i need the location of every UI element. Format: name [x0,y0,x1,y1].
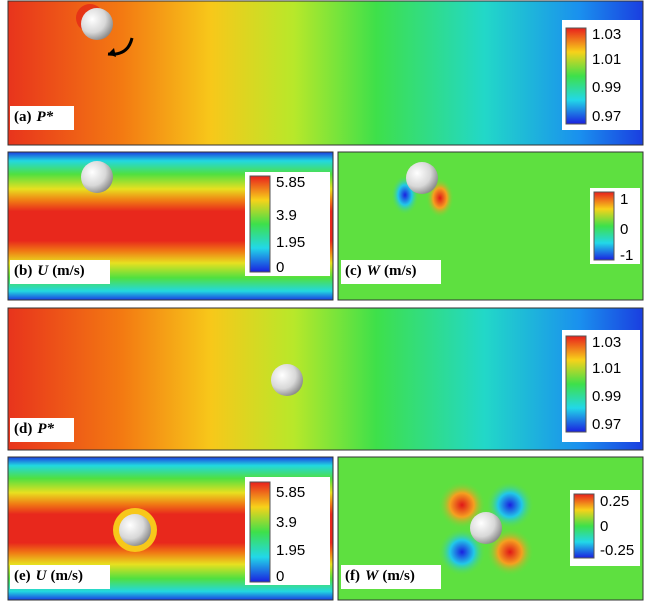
colorbar [250,482,270,582]
sphere [406,162,438,194]
sphere [119,514,151,546]
panel-unit: (m/s) [52,263,85,279]
colorbar-tick: 1.03 [592,26,621,43]
colorbar-tick: 3.9 [276,514,297,531]
colorbar-tick: 5.85 [276,484,305,501]
colorbar-tick: 1 [620,191,628,208]
colorbar-tick: 0 [600,518,608,535]
panel-symbol: U [36,568,48,584]
colorbar-tick: 0.25 [600,493,629,510]
panel-letter: (d) [14,421,32,437]
colorbar-tick: 0 [620,221,628,238]
sphere [81,161,113,193]
panel-letter: (a) [14,109,32,125]
colorbar-tick: -1 [620,247,633,264]
panel-unit: (m/s) [384,263,417,279]
colorbar [250,176,270,272]
colorbar [574,494,594,558]
panel-symbol: P* [37,421,54,437]
colorbar-tick: 1.03 [592,334,621,351]
panel-letter: (f) [345,568,360,584]
colorbar-tick: 5.85 [276,174,305,191]
colorbar-tick: 3.9 [276,207,297,224]
panel-letter: (e) [14,568,31,584]
colorbar-tick: 1.95 [276,542,305,559]
panel-letter: (c) [345,263,362,279]
sphere [271,364,303,396]
colorbar-tick: 0 [276,568,284,585]
colorbar-tick: 0.99 [592,79,621,96]
panel-symbol: U [37,263,49,279]
colorbar-tick: 0 [276,259,284,276]
colorbar [566,28,586,124]
panel-symbol: W [367,263,382,279]
colorbar [566,336,586,432]
panel-symbol: P* [37,109,54,125]
colorbar-tick: 1.95 [276,234,305,251]
colorbar-tick: 1.01 [592,360,621,377]
contour-field [8,308,643,450]
panel-letter: (b) [14,263,32,279]
colorbar-tick: -0.25 [600,542,634,559]
colorbar-tick: 1.01 [592,51,621,68]
colorbar-tick: 0.99 [592,388,621,405]
panel-symbol: W [365,568,380,584]
colorbar [594,192,614,260]
panel-unit: (m/s) [51,568,84,584]
figure: (a)P*1.031.010.990.97(b)U(m/s)5.853.91.9… [0,0,646,601]
colorbar-tick: 0.97 [592,416,621,433]
sphere [470,512,502,544]
panel-unit: (m/s) [382,568,415,584]
sphere [81,8,113,40]
colorbar-tick: 0.97 [592,108,621,125]
